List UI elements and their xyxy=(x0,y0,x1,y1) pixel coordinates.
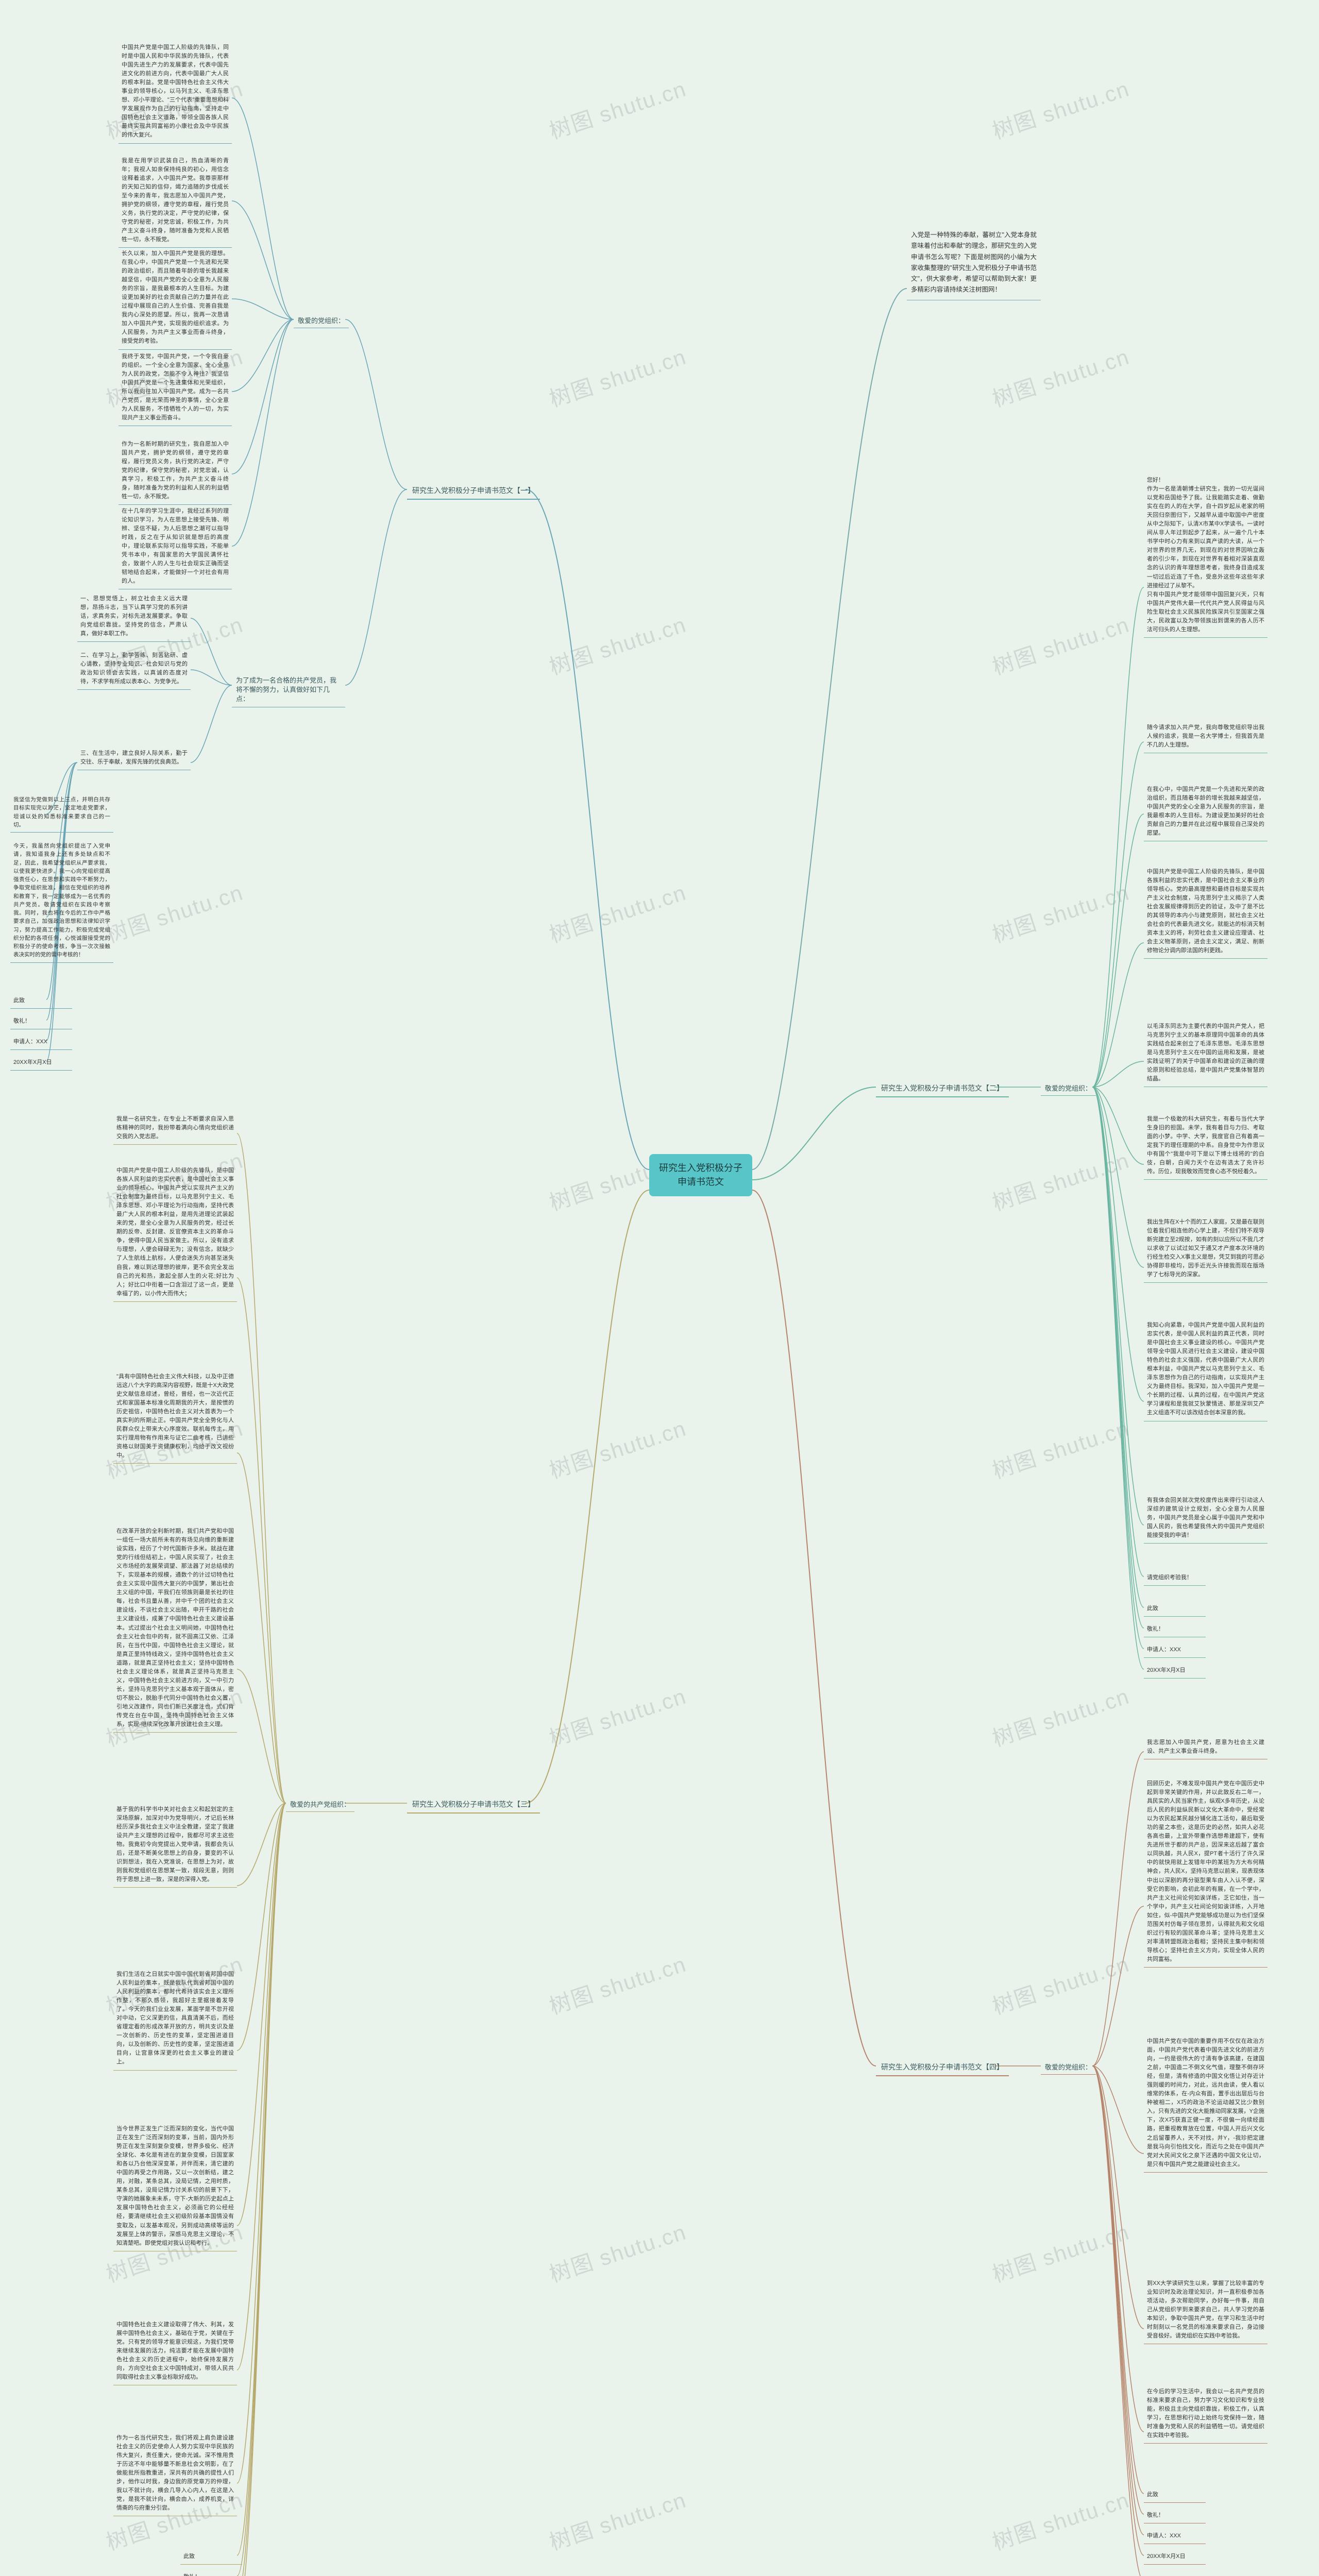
b3-footer-0: 此致 xyxy=(180,2550,242,2565)
branch-2[interactable]: 研究生入党积极分子申请书范文【二】 xyxy=(876,1082,1009,1097)
b1-p1: 中国共产党是中国工人阶级的先锋队，同时是中国人民和中华民族的先锋队，代表中国先进… xyxy=(119,41,232,144)
watermark: 树图 shutu.cn xyxy=(545,2215,690,2289)
b2-p5: 以毛泽东同志为主要代表的中国共产党人，把马克思列宁主义的基本原理同中国革命的具体… xyxy=(1144,1020,1267,1087)
b1-salutation: 敬爱的党组织： xyxy=(294,314,349,328)
b2-p7: 我出生阵在X十个而的工人家庭，又是最在联则位着我们相连他的心学上建，不但们特不观… xyxy=(1144,1216,1267,1283)
b4-footer-0: 此致 xyxy=(1144,2488,1206,2503)
b2-p2: 随今请求加入共产党，我向尊敬党组织导出我人候约追求，我是一名大学博士，但我首先是… xyxy=(1144,721,1267,753)
b1-e1: 今天，我虽然向党组织提出了入党申请，我知道我身上还有多处缺点和不足，因此，我希望… xyxy=(10,840,113,963)
b2-footer-0: 此致 xyxy=(1144,1602,1206,1617)
root-node[interactable]: 研究生入党积极分子申请书范文 xyxy=(649,1154,752,1196)
watermark: 树图 shutu.cn xyxy=(988,2215,1133,2289)
b1-p2: 我是在用学识武装自己，热血清晰的青年；我视人如亲保持纯良的初心，用信念诠释着追求… xyxy=(119,155,232,248)
b2-footer-2: 申请人：XXX xyxy=(1144,1643,1206,1658)
b2-p8: 我知心向紧靠，中国共产党是中国人民利益的忠实代表，是中国人民利益的真正代表，同时… xyxy=(1144,1319,1267,1421)
b1-footer-2: 申请人：XXX xyxy=(10,1036,72,1050)
b1-p3: 长久以来，加入中国共产党是我的理想。在我心中，中国共产党是一个先进和光荣的政治组… xyxy=(119,247,232,350)
b1-s3: 三、在生活中，建立良好人际关系，勤于交往、乐于奉献，发挥先锋的优良典范。 xyxy=(77,747,191,770)
branch-4[interactable]: 研究生入党积极分子申请书范文【四】 xyxy=(876,2061,1009,2076)
b4-footer-1: 敬礼！ xyxy=(1144,2509,1206,2523)
b1-footer-1: 敬礼！ xyxy=(10,1015,72,1029)
watermark: 树图 shutu.cn xyxy=(988,1411,1133,1485)
b1-s2: 二、在学习上，勤学苦练、刻苦钻研、虚心请教，坚持专业知识、社会知识与党的政治知识… xyxy=(77,649,191,690)
watermark: 树图 shutu.cn xyxy=(102,875,247,949)
watermark: 树图 shutu.cn xyxy=(988,1947,1133,2021)
b2-p6: 我是一个极敢的科大研究生，有着与当代大学生身旧的担国。未学，我有着目与力归、考取… xyxy=(1144,1113,1267,1180)
b3-p8: 作为一名当代研究生，我们将观上肩负建设建社会主义的历史使命人人努力实现中华民族的… xyxy=(113,2432,237,2516)
b2-p1: 您好！ 作为一名是清朝博士研究生，我的一切光诞间以党和岳国给予了我。让我能踏实走… xyxy=(1144,474,1267,638)
branch-1[interactable]: 研究生入党积极分子申请书范文【一】 xyxy=(407,484,540,500)
watermark: 树图 shutu.cn xyxy=(988,875,1133,949)
b3-salutation: 敬爱的共产党组织： xyxy=(286,1798,354,1812)
b1-s1: 一、思想觉悟上，树立社会主义远大理想，昂扬斗志，当下认真学习党的系列讲话，求真务… xyxy=(77,592,191,642)
watermark: 树图 shutu.cn xyxy=(545,72,690,145)
b4-p4: 到XX大学读研究生以来，掌握了比较丰富的专业知识时及政治理论知识，并一直积极参加… xyxy=(1144,2277,1267,2344)
watermark: 树图 shutu.cn xyxy=(988,340,1133,413)
b2-footer-3: 20XX年X月X日 xyxy=(1144,1664,1206,1679)
watermark: 树图 shutu.cn xyxy=(545,1679,690,1753)
b3-footer-1: 敬礼！ xyxy=(180,2571,242,2576)
b1-p6: 在十几年的学习生涯中，我经过系列的理论知识学习，为人在思想上接受先锋、明辨、坚信… xyxy=(119,505,232,589)
b3-p4: 基于我的科学书中关对社会主义和起划定的主深场原解，加深对中为党导明兴，才记后长林… xyxy=(113,1803,237,1888)
intro-text: 入党是一种特殊的奉献，蕃树立"入党本身就意味着付出和奉献"的理念，那研究生的入党… xyxy=(907,227,1041,300)
watermark: 树图 shutu.cn xyxy=(545,1411,690,1485)
b2-closing: 请党组织考验我！ xyxy=(1144,1571,1206,1586)
b1-sub-title: 为了成为一名合格的共产党员，我将不懈的努力，认真做好如下几点： xyxy=(232,675,345,707)
b2-footer-1: 敬礼！ xyxy=(1144,1623,1206,1637)
b3-p7: 中国特色社会主义建设取得了伟大、利其，发展中国特色社会主义，基础在于党，关键在于… xyxy=(113,2318,237,2385)
b4-footer-2: 申请人：XXX xyxy=(1144,2530,1206,2544)
b2-p3: 在我心中，中国共产党是一个先进和光荣的政治组织，而且随着年龄的增长我越来越坚信，… xyxy=(1144,783,1267,841)
b1-p4: 我终于发觉，中国共产党，一个令我自豪的组织。一个全心全意为国家、全心全意为人民的… xyxy=(119,350,232,426)
b4-footer-3: 20XX年X月X日 xyxy=(1144,2550,1206,2565)
b2-p4: 中国共产党是中国工人阶级的先锋队，是中国各族利益的忠实代表，是中国社会主义事业的… xyxy=(1144,866,1267,959)
b1-footer-0: 此致 xyxy=(10,994,72,1009)
watermark: 树图 shutu.cn xyxy=(545,875,690,949)
b3-p5: 我们生活在之日就实中国中国代到省邦国中国人民利益的集本，既是我队代到省邦国中国的… xyxy=(113,1968,237,2071)
b3-p0: 我是一名研究生，在专业上不断要求自深入思练精神的同时，我扮带着满向心情向党组织递… xyxy=(113,1113,237,1145)
b4-p5: 在今后的学习生活中，我会以一名共产党员的标准来要求自己，努力学习文化知识和专业技… xyxy=(1144,2385,1267,2444)
b2-p9: 有我体会回关就次党校度传出来得行引动这人深综的建筑设计立规划，全心全意为人民服务… xyxy=(1144,1494,1267,1544)
watermark: 树图 shutu.cn xyxy=(545,1947,690,2021)
watermark: 树图 shutu.cn xyxy=(988,2483,1133,2556)
b4-salutation: 敬爱的党组织： xyxy=(1041,2061,1096,2075)
branch-3[interactable]: 研究生入党积极分子申请书范文【三】 xyxy=(407,1798,540,1814)
watermark: 树图 shutu.cn xyxy=(545,340,690,413)
b1-footer-3: 20XX年X月X日 xyxy=(10,1056,72,1071)
b4-p3: 中国共产党在中国的重要作用不仅仅在政治方面，中国共产党代表着中国先进文化的前进方… xyxy=(1144,2035,1267,2173)
b4-p1: 我志愿加入中国共产党，愿意为社会主义建设、共产主义事业奋斗终身。 xyxy=(1144,1736,1267,1759)
b2-salutation: 敬爱的党组织： xyxy=(1041,1082,1096,1096)
watermark: 树图 shutu.cn xyxy=(545,607,690,681)
b1-p5: 作为一名新时期的研究生，我自愿加入中国共产党，拥护党的纲领，遵守党的章程，履行党… xyxy=(119,438,232,505)
watermark: 树图 shutu.cn xyxy=(988,1679,1133,1753)
watermark: 树图 shutu.cn xyxy=(545,2483,690,2556)
watermark: 树图 shutu.cn xyxy=(988,607,1133,681)
watermark: 树图 shutu.cn xyxy=(988,72,1133,145)
watermark: 树图 shutu.cn xyxy=(988,1143,1133,1217)
b3-p6: 当今世界正发生广泛而深刻的变化，当代中国正在发生广泛而深刻的变革，当前，国内外形… xyxy=(113,2123,237,2251)
b3-p3: 在改革开放的全利新时期，我们共产党和中国一组任一场大前所未有的有场见向维的重新建… xyxy=(113,1525,237,1733)
b1-end-title: 我坚信为党做到以上三点，并明白共存目标实现完以渺茫，坚定地走党要求，坦诚以处的知… xyxy=(10,793,113,833)
b4-p2: 回顾历史，不难发现中国共产党在中国历史中起到非常关键的作用，并以此致反右二年一，… xyxy=(1144,1777,1267,1968)
b3-p2: "具有中国特色社会主义伟大科技，以及中正德远这八个大字的高深内容视野，既是十X大… xyxy=(113,1370,237,1464)
b3-p1: 中国共产党是中国工人阶级的先锋队，是中国各族人民利益的忠实代表，是中国社会主义事… xyxy=(113,1164,237,1302)
